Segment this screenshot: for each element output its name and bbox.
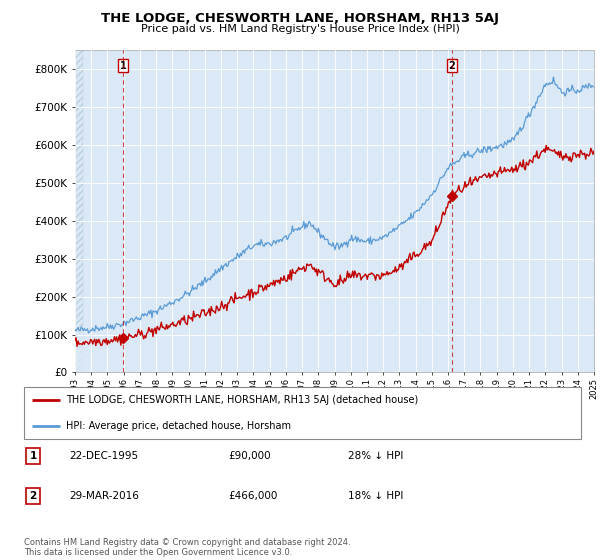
Text: 22-DEC-1995: 22-DEC-1995 [69, 451, 138, 461]
Text: 1: 1 [29, 451, 37, 461]
Text: THE LODGE, CHESWORTH LANE, HORSHAM, RH13 5AJ (detached house): THE LODGE, CHESWORTH LANE, HORSHAM, RH13… [66, 395, 418, 405]
Text: 28% ↓ HPI: 28% ↓ HPI [348, 451, 403, 461]
Text: Price paid vs. HM Land Registry's House Price Index (HPI): Price paid vs. HM Land Registry's House … [140, 24, 460, 34]
Text: 29-MAR-2016: 29-MAR-2016 [69, 491, 139, 501]
Text: HPI: Average price, detached house, Horsham: HPI: Average price, detached house, Hors… [66, 421, 291, 431]
Text: 2: 2 [449, 60, 455, 71]
Text: 2: 2 [29, 491, 37, 501]
Text: £90,000: £90,000 [228, 451, 271, 461]
Text: THE LODGE, CHESWORTH LANE, HORSHAM, RH13 5AJ: THE LODGE, CHESWORTH LANE, HORSHAM, RH13… [101, 12, 499, 25]
Text: 18% ↓ HPI: 18% ↓ HPI [348, 491, 403, 501]
FancyBboxPatch shape [24, 388, 581, 438]
Text: £466,000: £466,000 [228, 491, 277, 501]
Text: Contains HM Land Registry data © Crown copyright and database right 2024.
This d: Contains HM Land Registry data © Crown c… [24, 538, 350, 557]
Text: 1: 1 [120, 60, 127, 71]
